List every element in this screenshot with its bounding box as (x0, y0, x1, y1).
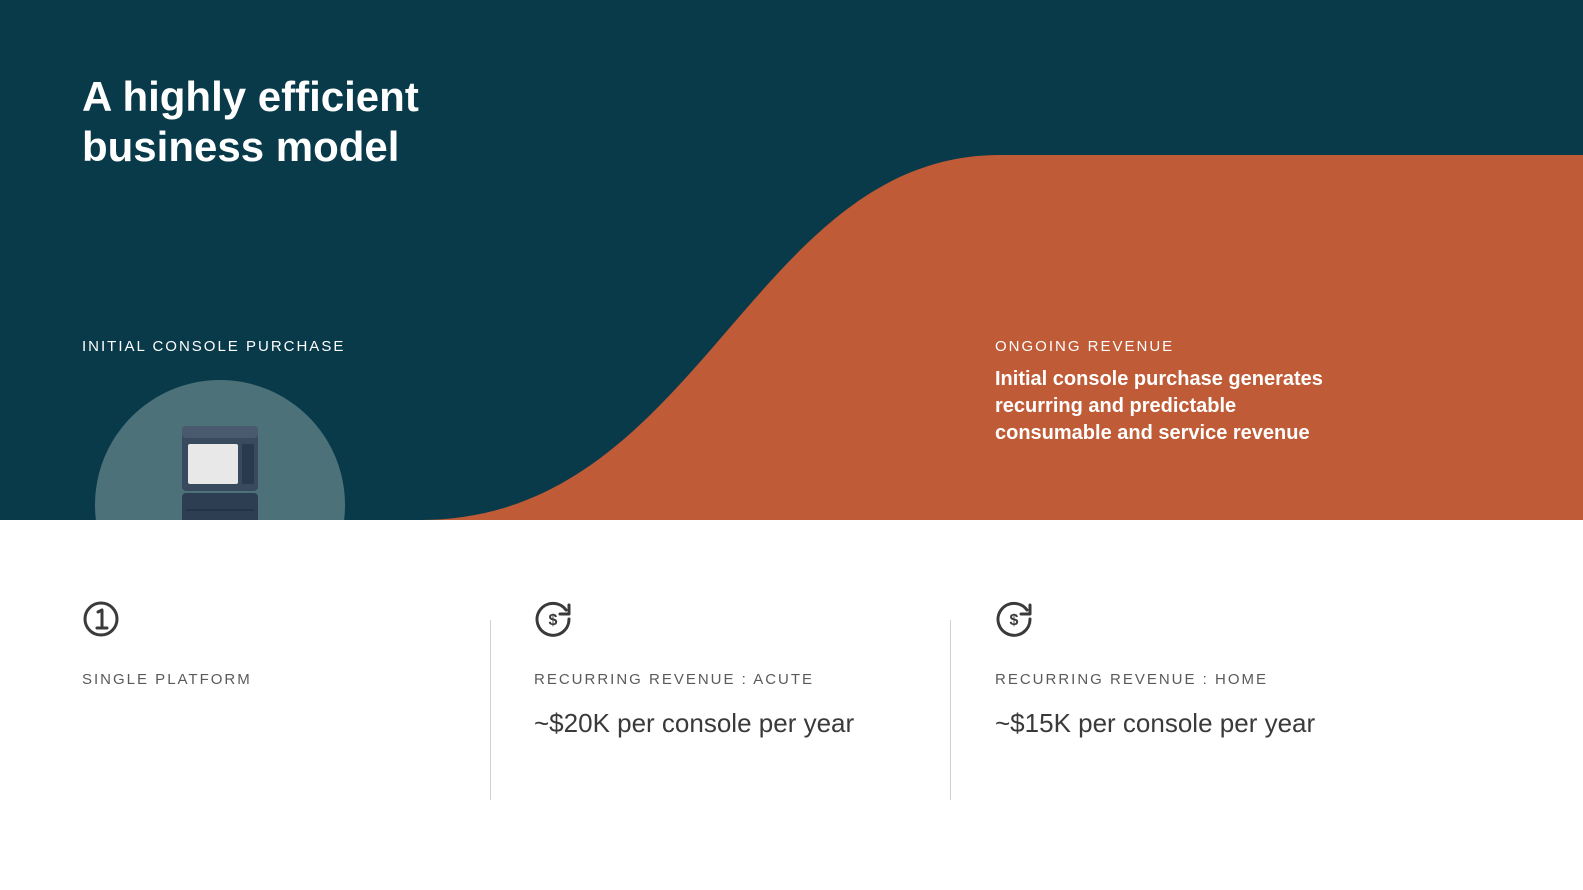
svg-text:$: $ (1010, 612, 1019, 629)
divider-1 (490, 620, 491, 800)
title-line-2: business model (82, 123, 399, 170)
svg-text:$: $ (549, 612, 558, 629)
col1-label: SINGLE PLATFORM (82, 671, 462, 688)
col3-value: ~$15K per console per year (995, 708, 1415, 739)
title-line-1: A highly efficient (82, 73, 419, 120)
col2-label: RECURRING REVENUE : ACUTE (534, 671, 954, 688)
col2-value: ~$20K per console per year (534, 708, 954, 739)
initial-purchase-label: INITIAL CONSOLE PURCHASE (82, 338, 345, 355)
ongoing-revenue-label: ONGOING REVENUE (995, 338, 1174, 355)
recurring-dollar-icon: $ (534, 600, 572, 638)
column-single-platform: SINGLE PLATFORM (82, 600, 462, 708)
ongoing-revenue-description: Initial console purchase generates recur… (995, 366, 1355, 447)
top-background: A highly efficient business model INITIA… (0, 0, 1583, 520)
divider-2 (950, 620, 951, 800)
slide-title: A highly efficient business model (82, 72, 419, 173)
column-recurring-acute: $ RECURRING REVENUE : ACUTE ~$20K per co… (534, 600, 954, 739)
number-one-icon (82, 600, 120, 638)
recurring-dollar-icon: $ (995, 600, 1033, 638)
bottom-section: SINGLE PLATFORM $ RECURRING REVENUE : AC… (0, 520, 1583, 890)
column-recurring-home: $ RECURRING REVENUE : HOME ~$15K per con… (995, 600, 1415, 739)
col3-label: RECURRING REVENUE : HOME (995, 671, 1415, 688)
